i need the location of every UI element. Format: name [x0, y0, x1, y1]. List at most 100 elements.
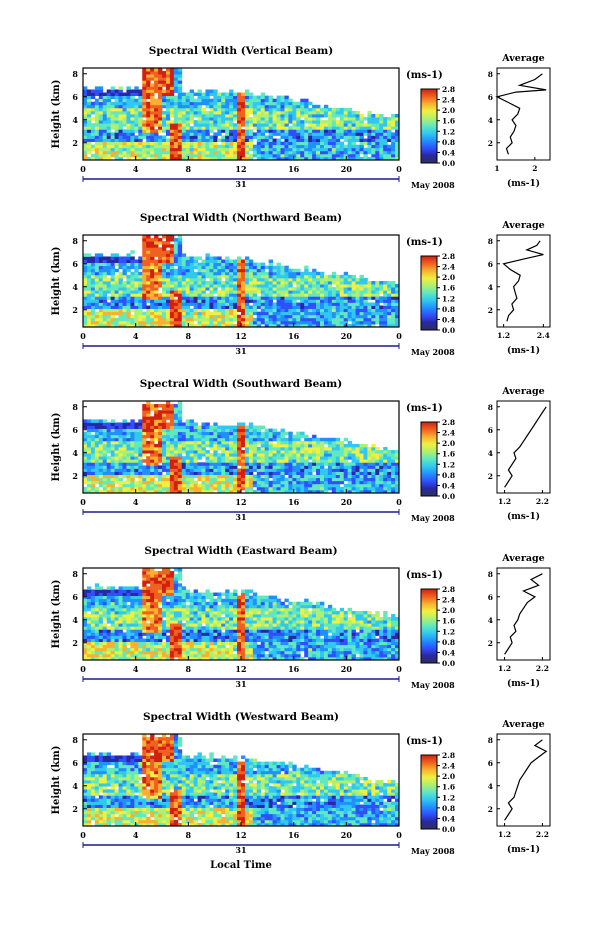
- date-label: May 2008: [411, 680, 455, 690]
- average-frame: [496, 67, 551, 161]
- y-tick-label: 6: [72, 259, 78, 269]
- y-tick-label: 6: [72, 758, 78, 768]
- panel-5: Spectral Width (Westward Beam) 2 4 6 8 Height…: [51, 711, 551, 871]
- average-y-tick: 8: [488, 736, 493, 745]
- colorbar-unit: (ms-1): [406, 70, 443, 81]
- colorbar-tick-label: 2.4: [442, 96, 455, 105]
- average-y-tick: 8: [488, 237, 493, 246]
- colorbar-tick-label: 0.8: [442, 804, 455, 813]
- y-tick-label: 6: [72, 92, 78, 102]
- y-tick-label: 4: [72, 282, 78, 292]
- colorbar-tick-label: 2.8: [442, 252, 455, 261]
- average-y-tick: 4: [488, 283, 493, 292]
- date-label: May 2008: [411, 513, 455, 523]
- average-x-label: (ms-1): [507, 844, 540, 855]
- date-label: May 2008: [411, 347, 455, 357]
- x-tick-label: 20: [341, 497, 353, 507]
- colorbar-tick-label: 1.2: [442, 793, 455, 802]
- average-x-tick: 2: [532, 164, 537, 173]
- colorbar-tick-label: 2.0: [442, 772, 455, 781]
- average-y-tick: 4: [488, 449, 493, 458]
- panel-2: Spectral Width (Northward Beam) 2 4 6 8 Heigh…: [51, 212, 551, 357]
- colorbar-tick-label: 1.2: [442, 627, 455, 636]
- colorbar-tick-label: 0.0: [442, 825, 455, 834]
- colorbar-tick-label: 2.0: [442, 606, 455, 615]
- average-y-tick: 2: [488, 472, 493, 481]
- x-tick-label: 4: [133, 664, 139, 674]
- y-axis-label: Height (km): [51, 80, 62, 149]
- x-tick-label: 0: [80, 497, 86, 507]
- panel-1: Spectral Width (Vertical Beam) 2 4 6 8 Height…: [51, 45, 551, 190]
- x-tick-label: 0: [396, 664, 402, 674]
- average-x-tick: 1.2: [497, 331, 510, 340]
- colorbar-unit: (ms-1): [406, 403, 443, 414]
- x-tick-label: 4: [133, 830, 139, 840]
- average-x-label: (ms-1): [507, 511, 540, 522]
- colorbar-tick-label: 1.6: [442, 284, 455, 293]
- average-y-tick: 6: [488, 260, 493, 269]
- average-profile-line: [495, 73, 547, 155]
- average-x-tick: 2.2: [536, 497, 549, 506]
- heatmap: [83, 734, 400, 827]
- colorbar-tick-label: 1.2: [442, 127, 455, 136]
- average-title: Average: [501, 386, 544, 397]
- y-tick-label: 8: [72, 236, 78, 246]
- colorbar-tick-label: 0.8: [442, 638, 455, 647]
- colorbar-tick-label: 2.4: [442, 596, 455, 605]
- date-tick-label: 31: [235, 179, 246, 189]
- average-frame: [496, 234, 551, 328]
- panel-title: Spectral Width (Eastward Beam): [144, 545, 337, 557]
- heatmap: [83, 401, 400, 494]
- average-y-tick: 8: [488, 70, 493, 79]
- panel-title: Spectral Width (Southward Beam): [140, 378, 342, 390]
- average-y-tick: 4: [488, 616, 493, 625]
- average-y-tick: 6: [488, 593, 493, 602]
- x-tick-label: 20: [341, 164, 353, 174]
- average-title: Average: [501, 220, 544, 231]
- x-tick-label: 4: [133, 331, 139, 341]
- average-x-label: (ms-1): [507, 345, 540, 356]
- x-axis-label: Local Time: [210, 860, 272, 871]
- colorbar-tick-label: 0.0: [442, 326, 455, 335]
- average-x-tick: 2.2: [536, 830, 549, 839]
- colorbar: [420, 255, 438, 331]
- y-tick-label: 8: [72, 69, 78, 79]
- colorbar-unit: (ms-1): [406, 237, 443, 248]
- y-tick-label: 2: [72, 305, 78, 315]
- x-tick-label: 0: [396, 331, 402, 341]
- colorbar-tick-label: 2.0: [442, 273, 455, 282]
- date-label: May 2008: [411, 846, 455, 856]
- y-tick-label: 2: [72, 138, 78, 148]
- colorbar-tick-label: 0.4: [442, 481, 455, 490]
- date-label: May 2008: [411, 180, 455, 190]
- colorbar-tick-label: 0.4: [442, 648, 455, 657]
- x-tick-label: 12: [235, 497, 246, 507]
- average-x-label: (ms-1): [507, 678, 540, 689]
- average-y-tick: 2: [488, 805, 493, 814]
- colorbar: [420, 421, 438, 497]
- x-tick-label: 12: [235, 830, 246, 840]
- average-profile-line: [504, 406, 547, 488]
- y-tick-label: 2: [72, 804, 78, 814]
- colorbar-tick-label: 0.8: [442, 305, 455, 314]
- y-axis-label: Height (km): [51, 580, 62, 649]
- x-tick-label: 16: [288, 497, 300, 507]
- x-tick-label: 8: [186, 830, 192, 840]
- y-tick-label: 4: [72, 615, 78, 625]
- colorbar-tick-label: 2.4: [442, 429, 455, 438]
- average-y-tick: 2: [488, 639, 493, 648]
- average-profile-line: [502, 240, 544, 322]
- x-tick-label: 8: [186, 164, 192, 174]
- panel-3: Spectral Width (Southward Beam) 2 4 6 8 Heigh…: [51, 378, 551, 523]
- x-tick-label: 16: [288, 830, 300, 840]
- y-tick-label: 8: [72, 569, 78, 579]
- colorbar-tick-label: 0.0: [442, 492, 455, 501]
- date-tick-label: 31: [235, 679, 246, 689]
- y-axis-label: Height (km): [51, 413, 62, 482]
- average-title: Average: [501, 553, 544, 564]
- x-tick-label: 12: [235, 164, 246, 174]
- x-tick-label: 0: [80, 830, 86, 840]
- colorbar: [420, 754, 438, 830]
- colorbar-tick-label: 0.8: [442, 471, 455, 480]
